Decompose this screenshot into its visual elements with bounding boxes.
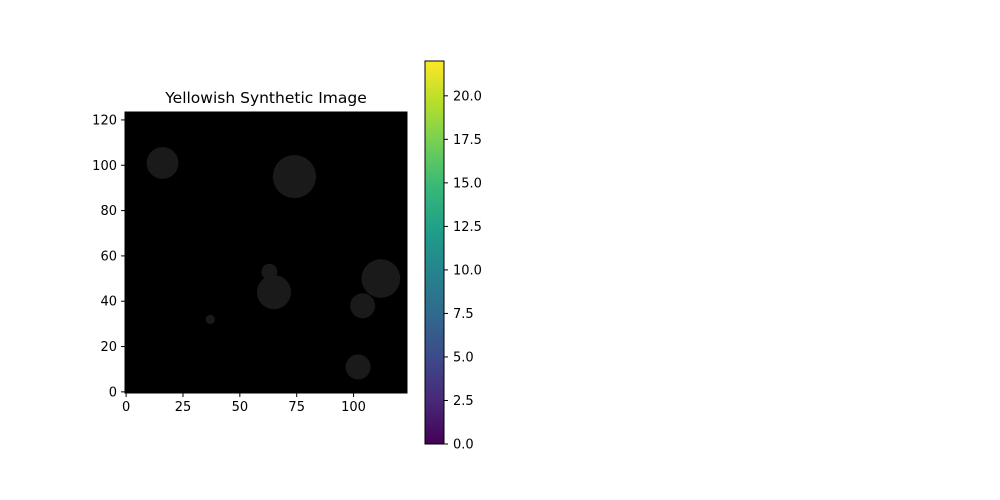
y-tick-label: 80 (100, 204, 117, 219)
image-area (125, 112, 407, 393)
x-tick-label: 25 (175, 400, 192, 415)
x-tick-label: 100 (341, 400, 366, 415)
y-tick-label: 20 (100, 340, 117, 355)
chart-title: Yellowish Synthetic Image (164, 89, 367, 107)
image-blob (361, 259, 401, 298)
image-blob (146, 147, 179, 179)
y-tick-label: 100 (92, 159, 117, 174)
image-blob (261, 263, 278, 280)
y-tick-label: 120 (92, 113, 117, 128)
y-tick-label: 0 (109, 385, 117, 400)
x-tick-label: 0 (122, 400, 130, 415)
colorbar-tick-label: 20.0 (453, 89, 482, 104)
colorbar-tick-label: 15.0 (453, 176, 482, 191)
colorbar-tick-label: 2.5 (453, 394, 474, 409)
image-blob (350, 293, 376, 319)
y-tick-label: 60 (100, 249, 117, 264)
x-tick-label: 50 (232, 400, 249, 415)
x-tick-label: 75 (288, 400, 305, 415)
image-blob (256, 275, 292, 310)
colorbar-tick-label: 7.5 (453, 307, 474, 322)
colorbar-tick-label: 0.0 (453, 438, 474, 453)
image-frame (124, 111, 408, 394)
y-axis: 0 20 40 60 80 100 120 (92, 113, 125, 400)
colorbar-tick-label: 17.5 (453, 133, 482, 148)
y-tick-label: 40 (100, 295, 117, 310)
colorbar-axis: 0.0 2.5 5.0 7.5 10.0 12.5 15.0 17.5 20.0 (444, 89, 482, 453)
colorbar-tick-label: 10.0 (453, 263, 482, 278)
colorbar (424, 60, 445, 445)
image-blob (345, 354, 371, 380)
image-blob (272, 154, 317, 199)
colorbar-tick-label: 12.5 (453, 220, 482, 235)
image-blob (205, 314, 215, 324)
colorbar-tick-label: 5.0 (453, 350, 474, 365)
x-axis: 0 25 50 75 100 (122, 393, 366, 415)
